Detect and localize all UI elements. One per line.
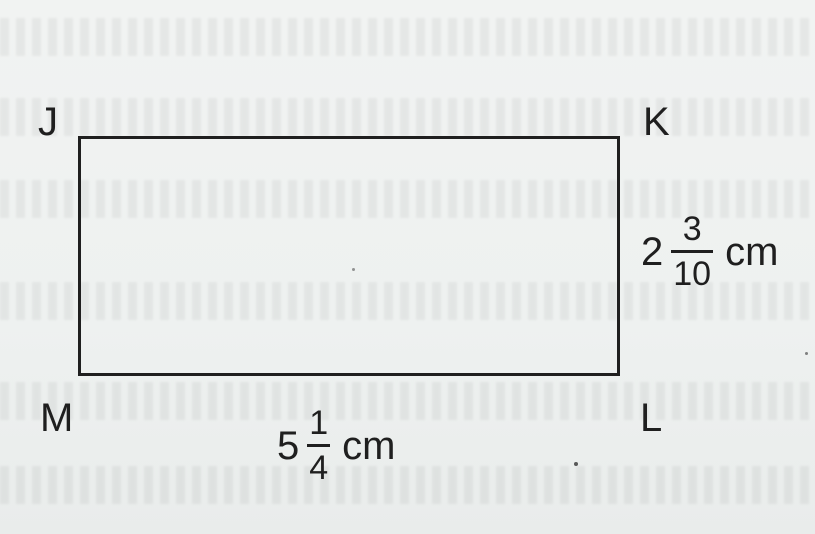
bottom-length-fraction: 1 4 [307, 404, 331, 487]
vertex-label-l: L [640, 396, 663, 440]
show-through-text-row [0, 282, 815, 320]
bottom-length-label: 5 1 4 cm [277, 406, 396, 485]
show-through-text-row [0, 98, 815, 136]
side-length-unit: cm [725, 229, 779, 274]
rectangle-jklm [78, 136, 620, 376]
bottom-length-whole: 5 [277, 423, 300, 468]
side-length-fraction: 3 10 [671, 210, 714, 293]
show-through-text-row [0, 18, 815, 56]
fraction-bar [307, 444, 331, 447]
bottom-length-denominator: 4 [309, 449, 329, 487]
fraction-bar [671, 250, 714, 253]
side-length-whole: 2 [641, 229, 664, 274]
show-through-text-row [0, 466, 815, 504]
paper-speck [805, 352, 808, 355]
show-through-text-row [0, 382, 815, 420]
paper-speck [574, 462, 578, 466]
vertex-label-m: M [40, 396, 74, 440]
paper-speck [352, 268, 355, 271]
side-length-label: 2 3 10 cm [641, 212, 778, 291]
vertex-label-k: K [643, 100, 670, 144]
side-length-numerator: 3 [682, 210, 702, 248]
side-length-denominator: 10 [673, 255, 712, 293]
bottom-length-numerator: 1 [309, 404, 329, 442]
vertex-label-j: J [38, 100, 58, 144]
bottom-length-unit: cm [342, 423, 396, 468]
show-through-text-row [0, 180, 815, 218]
